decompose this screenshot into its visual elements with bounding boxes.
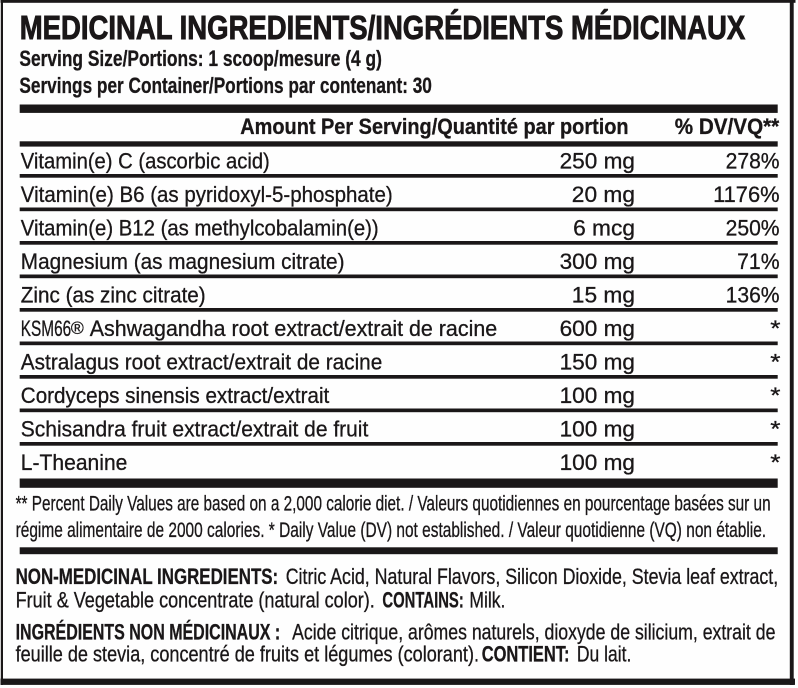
svg-text:20 mg: 20 mg	[572, 182, 635, 207]
svg-text:INGRÉDIENTS NON MÉDICINAUX :: INGRÉDIENTS NON MÉDICINAUX :	[16, 619, 281, 644]
svg-text:Schisandra fruit extract/extra: Schisandra fruit extract/extrait de frui…	[21, 416, 369, 441]
svg-text:Serving Size/Portions: 1 scoop: Serving Size/Portions: 1 scoop/mesure (4…	[19, 46, 382, 71]
svg-text:*: *	[770, 349, 781, 374]
svg-text:300 mg: 300 mg	[560, 249, 635, 274]
svg-text:100 mg: 100 mg	[560, 450, 635, 475]
svg-text:Citric Acid, Natural Flavors,: Citric Acid, Natural Flavors, Silicon Di…	[286, 564, 779, 589]
svg-text:100 mg: 100 mg	[560, 416, 635, 441]
svg-text:** Percent Daily Values are ba: ** Percent Daily Values are based on a 2…	[16, 492, 771, 515]
svg-text:CONTIENT:: CONTIENT:	[482, 642, 570, 667]
svg-text:Astralagus root extract/extrai: Astralagus root extract/extrait de racin…	[21, 349, 383, 374]
svg-text:*: *	[770, 316, 781, 341]
svg-text:Fruit & Vegetable concentrate: Fruit & Vegetable concentrate (natural c…	[16, 588, 375, 613]
svg-text:KSM66: KSM66	[21, 316, 71, 341]
svg-text:278%: 278%	[726, 148, 780, 173]
svg-text:Vitamin(e) C (ascorbic acid): Vitamin(e) C (ascorbic acid)	[21, 148, 270, 173]
svg-text:*: *	[770, 450, 781, 475]
svg-text:250 mg: 250 mg	[560, 148, 635, 173]
svg-text:CONTAINS:: CONTAINS:	[382, 588, 463, 613]
svg-text:Vitamin(e) B12 (as methylcobal: Vitamin(e) B12 (as methylcobalamin(e))	[21, 215, 379, 240]
svg-text:*: *	[770, 383, 781, 408]
svg-text:MEDICINAL INGREDIENTS/INGRÉDIE: MEDICINAL INGREDIENTS/INGRÉDIENTS MÉDICI…	[20, 9, 746, 47]
svg-text:Acide citrique, arômes naturel: Acide citrique, arômes naturels, dioxyde…	[292, 619, 775, 644]
svg-text:100 mg: 100 mg	[560, 383, 635, 408]
svg-text:600 mg: 600 mg	[560, 316, 635, 341]
svg-text:Du lait.: Du lait.	[577, 642, 632, 667]
svg-text:250%: 250%	[726, 215, 780, 240]
svg-text:6 mcg: 6 mcg	[573, 215, 635, 240]
svg-text:Servings per Container/Portion: Servings per Container/Portions par cont…	[19, 73, 432, 98]
svg-text:®: ®	[71, 318, 84, 338]
svg-text:71%: 71%	[737, 249, 780, 274]
svg-text:*: *	[770, 416, 781, 441]
svg-text:1176%: 1176%	[713, 182, 780, 207]
svg-text:15 mg: 15 mg	[572, 282, 635, 307]
svg-text:150 mg: 150 mg	[560, 349, 635, 374]
svg-text:régime alimentaire de 2000 cal: régime alimentaire de 2000 calories. * D…	[16, 519, 767, 542]
svg-text:Magnesium (as magnesium citrat: Magnesium (as magnesium citrate)	[21, 249, 345, 274]
svg-text:Zinc (as zinc citrate): Zinc (as zinc citrate)	[21, 282, 206, 307]
svg-text:% DV/VQ**: % DV/VQ**	[675, 114, 780, 139]
svg-text:Vitamin(e) B6 (as pyridoxyl-5-: Vitamin(e) B6 (as pyridoxyl-5-phosphate)	[21, 182, 393, 207]
svg-text:L-Theanine: L-Theanine	[21, 450, 128, 475]
svg-text:NON-MEDICINAL INGREDIENTS:: NON-MEDICINAL INGREDIENTS:	[16, 564, 279, 589]
svg-text:Ashwagandha root extract/extra: Ashwagandha root extract/extrait de raci…	[90, 316, 498, 341]
svg-text:136%: 136%	[726, 282, 780, 307]
svg-text:Milk.: Milk.	[469, 588, 505, 613]
svg-text:feuille de stevia, concentré d: feuille de stevia, concentré de fruits e…	[16, 642, 479, 667]
svg-text:Amount Per Serving/Quantité pa: Amount Per Serving/Quantité par portion	[240, 114, 628, 139]
svg-text:Cordyceps sinensis extract/ext: Cordyceps sinensis extract/extrait	[21, 383, 330, 408]
